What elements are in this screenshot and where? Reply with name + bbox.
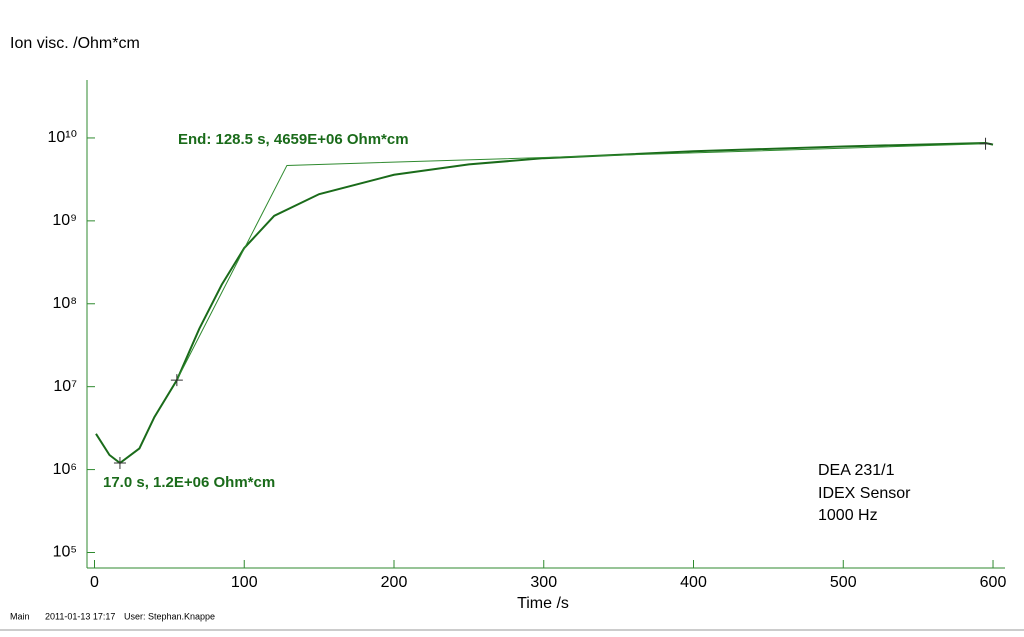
x-tick-label: 400: [680, 574, 707, 591]
y-tick-label: 10⁵: [53, 544, 77, 561]
y-tick-label: 10⁸: [52, 295, 77, 312]
y-tick-label: 10⁶: [53, 461, 77, 478]
y-axis-label: Ion visc. /Ohm*cm: [10, 35, 140, 52]
point-marker: [113, 457, 126, 470]
series-line: [176, 143, 986, 381]
footer-text: Main: [10, 611, 30, 621]
x-tick-label: 300: [530, 574, 557, 591]
y-tick-label: 10¹⁰: [47, 129, 77, 146]
point-marker: [979, 137, 992, 150]
annotation: End: 128.5 s, 4659E+06 Ohm*cm: [178, 131, 409, 148]
y-tick-label: 10⁷: [53, 378, 77, 395]
x-tick-label: 600: [980, 574, 1007, 591]
x-axis-label: Time /s: [517, 595, 569, 612]
x-tick-label: 100: [231, 574, 258, 591]
info-text: DEA 231/1: [818, 462, 895, 479]
y-tick-label: 10⁹: [52, 212, 77, 229]
x-tick-label: 500: [830, 574, 857, 591]
series-line: [95, 141, 994, 465]
annotation: 17.0 s, 1.2E+06 Ohm*cm: [103, 474, 275, 491]
x-tick-label: 0: [90, 574, 99, 591]
point-marker: [170, 374, 183, 387]
footer-text: 2011-01-13 17:17: [45, 611, 115, 621]
x-tick-label: 200: [381, 574, 408, 591]
footer-text: User: Stephan.Knappe: [124, 611, 215, 621]
info-text: IDEX Sensor: [818, 485, 911, 502]
info-text: 1000 Hz: [818, 507, 878, 524]
